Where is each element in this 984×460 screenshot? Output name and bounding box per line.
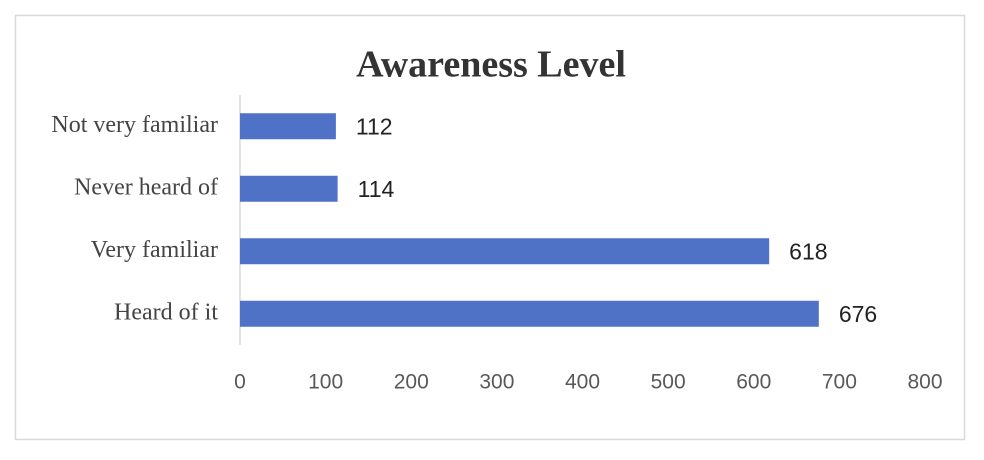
x-tick-label: 300 <box>479 371 514 394</box>
bar <box>240 238 770 265</box>
y-tick-label: Not very familiar <box>51 112 218 138</box>
x-tick-label: 800 <box>907 371 942 394</box>
bar <box>240 113 336 140</box>
x-tick-label: 500 <box>651 371 686 394</box>
y-tick-label: Heard of it <box>114 299 218 325</box>
y-tick-label: Very familiar <box>91 237 218 263</box>
data-label: 114 <box>358 176 395 202</box>
y-tick-label: Never heard of <box>74 174 218 200</box>
bar <box>240 175 338 202</box>
chart-border <box>14 14 966 441</box>
x-tick-label: 100 <box>308 371 343 394</box>
data-label: 112 <box>356 113 393 139</box>
bar <box>240 300 819 327</box>
x-tick-label: 0 <box>234 371 246 394</box>
chart-title: Awareness Level <box>356 44 626 86</box>
x-tick-label: 700 <box>822 371 857 394</box>
data-label: 676 <box>839 301 877 327</box>
x-tick-label: 200 <box>394 371 429 394</box>
x-tick-label: 400 <box>565 371 600 394</box>
data-label: 618 <box>789 238 827 264</box>
x-tick-label: 600 <box>736 371 771 394</box>
